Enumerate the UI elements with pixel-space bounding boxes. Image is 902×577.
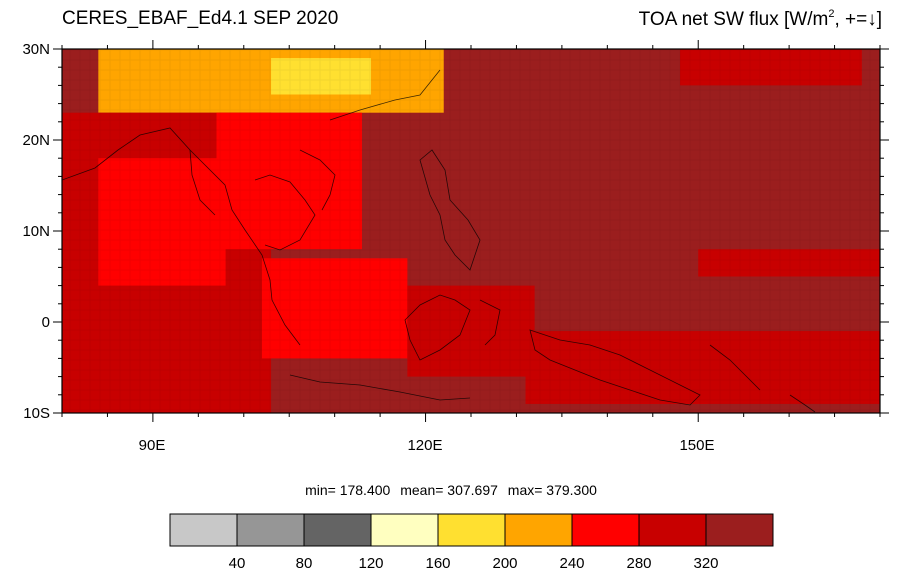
field-statistics: min= 178.400 mean= 307.697 max= 379.300	[0, 482, 902, 498]
stat-mean: mean= 307.697	[400, 482, 498, 498]
lat-label-20n: 20N	[22, 132, 50, 149]
colorbar-swatch	[437, 513, 506, 547]
axis-ticks	[53, 40, 889, 422]
variable-title: TOA net SW flux [W/m2, +=↓]	[638, 8, 882, 30]
colorbar-swatch	[303, 513, 372, 547]
down-arrow-icon: ↓	[867, 9, 877, 30]
colorbar	[169, 513, 774, 547]
lon-label-150e: 150E	[679, 437, 715, 454]
colorbar-swatch	[370, 513, 439, 547]
map-plot-area	[62, 49, 880, 413]
colorbar-swatch	[236, 513, 305, 547]
lat-label-10n: 10N	[22, 223, 50, 240]
colorbar-swatch	[638, 513, 707, 547]
colorbar-label: 320	[693, 555, 719, 572]
colorbar-label: 200	[492, 555, 518, 572]
colorbar-label: 280	[626, 555, 652, 572]
colorbar-swatch	[571, 513, 640, 547]
lon-label-90e: 90E	[138, 437, 166, 454]
colorbar-label: 120	[358, 555, 384, 572]
colorbar-label: 40	[228, 555, 246, 572]
colorbar-label: 160	[425, 555, 451, 572]
colorbar-label: 80	[295, 555, 313, 572]
stat-max: max= 379.300	[507, 482, 597, 498]
lat-label-30n: 30N	[22, 41, 50, 58]
colorbar-swatch	[705, 513, 774, 547]
lat-label-0: 0	[41, 314, 50, 331]
colorbar-swatch	[504, 513, 573, 547]
coastlines	[62, 69, 816, 413]
colorbar-label: 240	[559, 555, 585, 572]
colorbar-swatch	[169, 513, 238, 547]
lon-label-120e: 120E	[407, 437, 443, 454]
stat-min: min= 178.400	[305, 482, 391, 498]
map-title: CERES_EBAF_Ed4.1 SEP 2020	[62, 8, 339, 29]
lat-label-10s: 10S	[23, 405, 50, 422]
